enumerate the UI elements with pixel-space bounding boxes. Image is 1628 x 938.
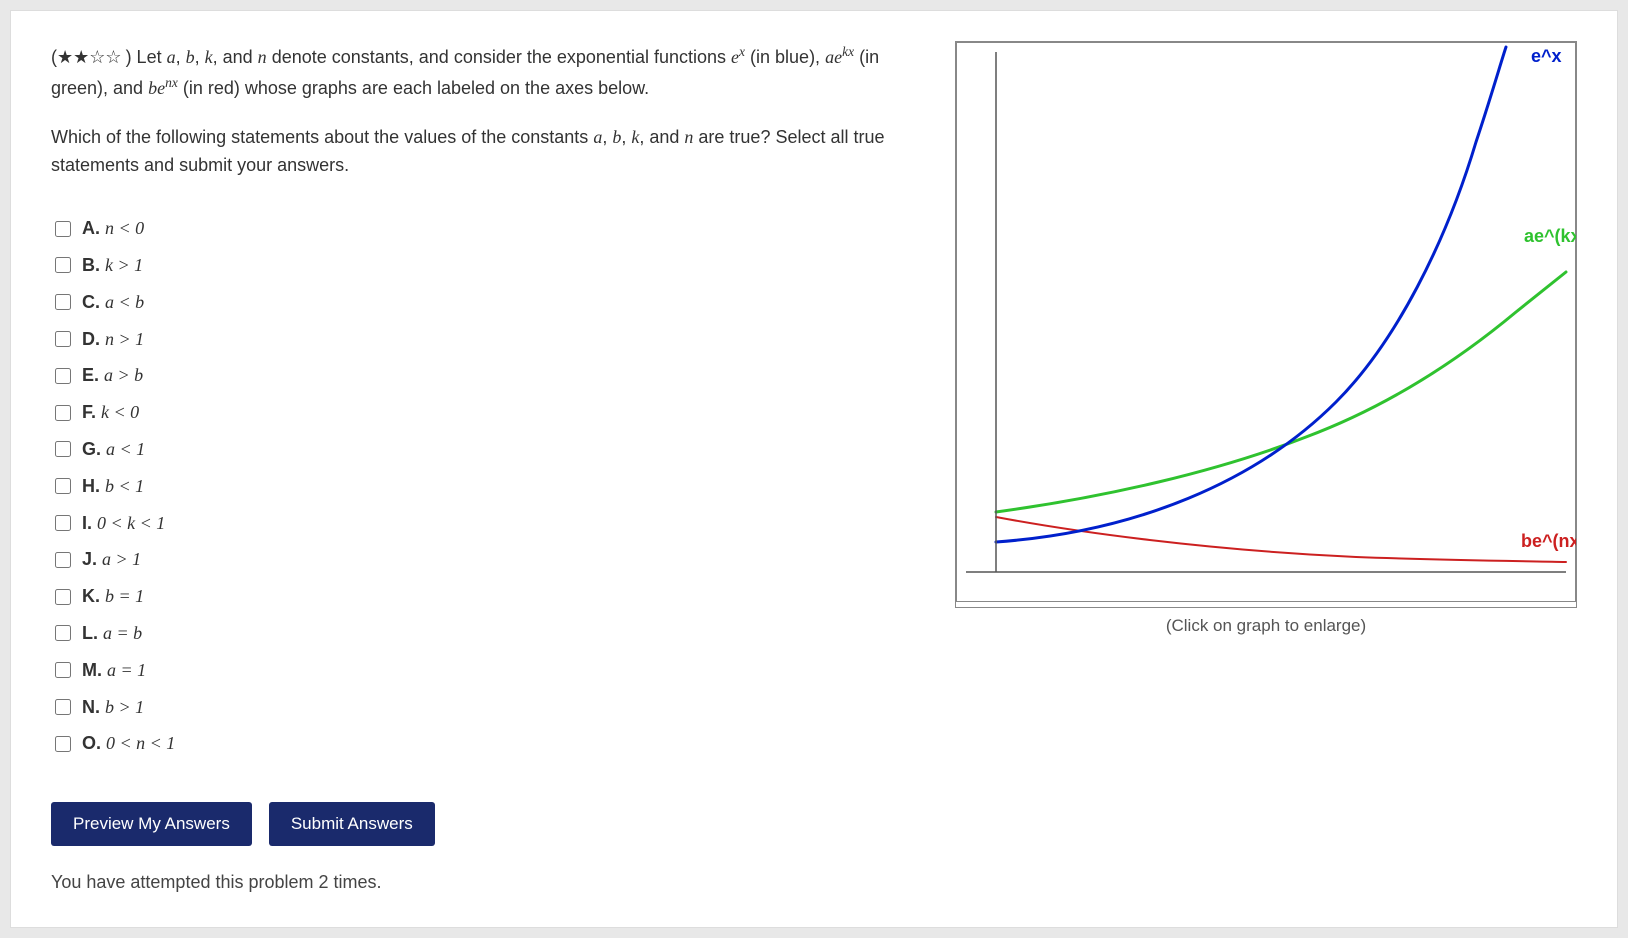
text: (in blue), (750, 47, 825, 67)
problem-page: () Let a, b, k, and n denote constants, … (10, 10, 1618, 928)
option-row: G. a < 1 (51, 431, 895, 468)
submit-button[interactable]: Submit Answers (269, 802, 435, 846)
option-checkbox[interactable] (55, 478, 71, 494)
option-checkbox[interactable] (55, 515, 71, 531)
option-row: O. 0 < n < 1 (51, 725, 895, 762)
func-red: benx (148, 78, 178, 98)
option-label: K. b = 1 (82, 582, 144, 611)
option-checkbox[interactable] (55, 736, 71, 752)
star-icon (73, 47, 89, 67)
graph-svg[interactable]: e^x ae^(kx) be^(nx) (956, 42, 1576, 602)
svg-text:be^(nx): be^(nx) (1521, 531, 1576, 551)
option-row: M. a = 1 (51, 652, 895, 689)
math-constants: a (593, 127, 602, 147)
right-column: e^x ae^(kx) be^(nx) (Click on graph to enl… (955, 41, 1577, 636)
text: Which of the following statements about … (51, 127, 593, 147)
option-label: I. 0 < k < 1 (82, 509, 165, 538)
option-label: A. n < 0 (82, 214, 144, 243)
option-label: M. a = 1 (82, 656, 146, 685)
option-checkbox[interactable] (55, 625, 71, 641)
option-label: E. a > b (82, 361, 143, 390)
option-label: G. a < 1 (82, 435, 145, 464)
option-checkbox[interactable] (55, 662, 71, 678)
text: (in red) whose graphs are each labeled o… (183, 78, 649, 98)
problem-text: () Let a, b, k, and n denote constants, … (51, 41, 895, 180)
option-row: I. 0 < k < 1 (51, 505, 895, 542)
option-checkbox[interactable] (55, 221, 71, 237)
option-row: H. b < 1 (51, 468, 895, 505)
attempt-count-text: You have attempted this problem 2 times. (51, 868, 895, 897)
svg-text:ae^(kx): ae^(kx) (1524, 226, 1576, 246)
option-row: A. n < 0 (51, 210, 895, 247)
math-constants: a (167, 47, 176, 67)
option-label: L. a = b (82, 619, 142, 648)
option-label: D. n > 1 (82, 325, 144, 354)
option-label: B. k > 1 (82, 251, 143, 280)
option-row: D. n > 1 (51, 321, 895, 358)
star-icon (105, 47, 121, 67)
option-checkbox[interactable] (55, 331, 71, 347)
option-checkbox[interactable] (55, 368, 71, 384)
option-label: N. b > 1 (82, 693, 144, 722)
option-checkbox[interactable] (55, 294, 71, 310)
option-row: F. k < 0 (51, 394, 895, 431)
star-icon (57, 47, 73, 67)
option-checkbox[interactable] (55, 552, 71, 568)
option-checkbox[interactable] (55, 405, 71, 421)
option-checkbox[interactable] (55, 589, 71, 605)
difficulty-stars (57, 47, 122, 67)
option-checkbox[interactable] (55, 257, 71, 273)
option-row: B. k > 1 (51, 247, 895, 284)
func-green: aekx (825, 47, 854, 67)
option-row: N. b > 1 (51, 689, 895, 726)
option-row: K. b = 1 (51, 578, 895, 615)
left-column: () Let a, b, k, and n denote constants, … (51, 41, 895, 897)
star-icon (89, 47, 105, 67)
option-label: O. 0 < n < 1 (82, 729, 175, 758)
enlarge-caption: (Click on graph to enlarge) (955, 616, 1577, 636)
svg-text:e^x: e^x (1531, 46, 1562, 66)
graph-container[interactable]: e^x ae^(kx) be^(nx) (955, 41, 1577, 608)
option-label: C. a < b (82, 288, 144, 317)
text: ) Let (126, 47, 167, 67)
option-label: J. a > 1 (82, 545, 141, 574)
text: denote constants, and consider the expon… (272, 47, 731, 67)
func-blue: ex (731, 47, 745, 67)
option-label: H. b < 1 (82, 472, 144, 501)
options-list: A. n < 0 B. k > 1 C. a < b D. n > 1 E. a > b… (51, 210, 895, 762)
option-row: E. a > b (51, 357, 895, 394)
option-row: C. a < b (51, 284, 895, 321)
option-checkbox[interactable] (55, 441, 71, 457)
option-label: F. k < 0 (82, 398, 139, 427)
option-row: J. a > 1 (51, 541, 895, 578)
preview-button[interactable]: Preview My Answers (51, 802, 252, 846)
option-checkbox[interactable] (55, 699, 71, 715)
option-row: L. a = b (51, 615, 895, 652)
action-buttons: Preview My Answers Submit Answers (51, 802, 895, 846)
